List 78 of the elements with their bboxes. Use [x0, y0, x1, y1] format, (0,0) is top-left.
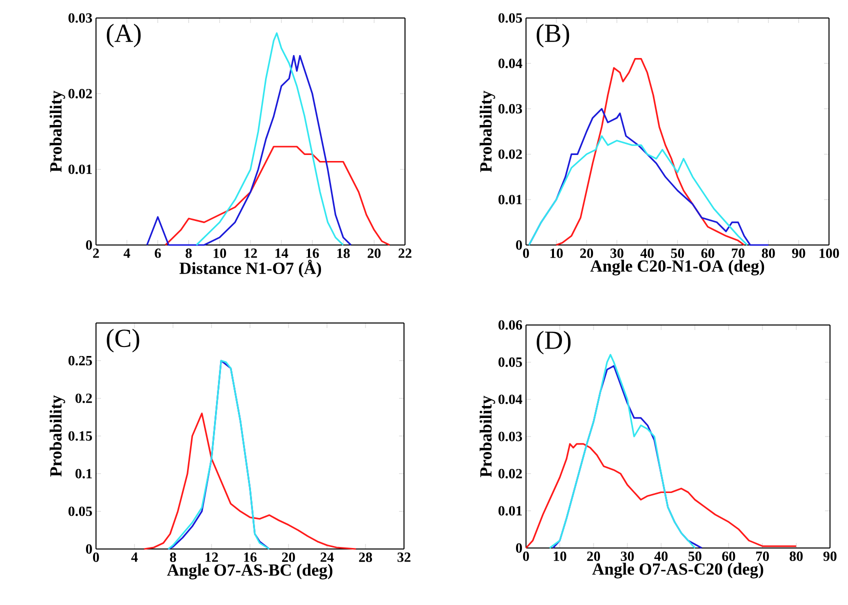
x-tick-label: 10: [214, 248, 226, 258]
x-tick-label: 70: [732, 248, 745, 258]
x-tick-label: 4: [131, 552, 138, 562]
y-axis-title: Probability: [50, 395, 66, 477]
x-tick-label: 20: [587, 552, 600, 561]
x-tick-label: 20: [282, 552, 295, 562]
x-tick-label: 60: [722, 552, 736, 561]
y-tick-label: 0.04: [498, 58, 522, 68]
y-tick-label: 0.03: [498, 432, 522, 442]
y-tick-label: 0.05: [498, 357, 522, 367]
x-tick-label: 8: [186, 248, 192, 258]
chart-title: (B): [536, 24, 570, 48]
y-tick-label: 0.2: [76, 394, 92, 404]
y-axis-title: Probability: [480, 396, 496, 478]
x-tick-label: 40: [654, 552, 668, 561]
chart-title: (A): [106, 24, 141, 48]
y-tick-label: 0.25: [68, 356, 92, 366]
x-tick-label: 4: [124, 248, 130, 258]
x-tick-label: 90: [792, 248, 806, 258]
x-tick-label: 70: [756, 552, 769, 561]
x-tick-label: 20: [580, 248, 594, 258]
y-axis-title: Probability: [480, 90, 496, 172]
y-tick-label: 0.03: [68, 13, 92, 23]
x-tick-label: 60: [701, 248, 714, 258]
x-tick-label: 22: [398, 248, 412, 258]
x-tick-label: 14: [276, 248, 288, 258]
y-tick-label: 0: [516, 240, 522, 250]
y-tick-label: 0.1: [76, 468, 92, 478]
x-axis-title: Angle O7-AS-C20 (deg): [592, 562, 764, 578]
x-tick-label: 10: [550, 248, 563, 258]
x-tick-label: 90: [823, 552, 836, 561]
x-tick-label: 0: [93, 552, 99, 562]
x-axis-title: Angle O7-AS-BC (deg): [167, 564, 332, 580]
x-tick-label: 8: [170, 552, 176, 562]
x-tick-label: 12: [244, 248, 257, 258]
y-tick-label: 0.01: [68, 164, 92, 174]
x-tick-label: 80: [762, 248, 775, 258]
x-tick-label: 100: [820, 248, 839, 258]
y-tick-label: 0.04: [498, 394, 522, 404]
x-tick-label: 0: [523, 248, 529, 258]
chart-title: (D): [536, 330, 571, 354]
x-axis-title: Distance N1-O7 (Å): [180, 260, 322, 278]
chart-title: (C): [106, 328, 140, 352]
y-tick-label: 0.05: [68, 506, 92, 516]
x-tick-label: 12: [206, 552, 218, 562]
y-tick-label: 0.15: [68, 431, 92, 441]
x-tick-label: 30: [620, 552, 634, 561]
x-axis-title: Angle C20-N1-OA (deg): [590, 260, 764, 276]
y-tick-label: 0: [86, 240, 92, 250]
y-tick-label: 0.06: [498, 320, 522, 330]
y-tick-label: 0.03: [498, 104, 522, 114]
x-tick-label: 6: [154, 248, 161, 258]
x-tick-label: 50: [671, 248, 684, 258]
y-axis-title: Probability: [50, 90, 66, 172]
line-series: [525, 443, 798, 549]
line-series: [196, 32, 344, 246]
x-tick-label: 40: [640, 248, 654, 258]
x-tick-label: 16: [306, 248, 319, 258]
x-tick-label: 0: [523, 552, 529, 561]
x-tick-label: 24: [320, 552, 334, 562]
y-tick-label: 0.02: [498, 149, 522, 159]
x-tick-label: 18: [337, 248, 350, 258]
x-tick-label: 16: [244, 552, 257, 562]
y-tick-label: 0.05: [498, 13, 522, 23]
x-tick-label: 32: [398, 552, 410, 562]
x-tick-label: 80: [790, 552, 803, 561]
y-tick-label: 0.02: [68, 88, 92, 98]
y-tick-label: 0.01: [498, 194, 522, 204]
x-tick-label: 50: [688, 552, 702, 561]
x-tick-label: 30: [610, 248, 624, 258]
x-tick-label: 20: [368, 248, 381, 258]
x-tick-label: 28: [359, 552, 372, 562]
x-tick-label: 10: [554, 552, 566, 561]
y-tick-label: 0.02: [498, 468, 522, 478]
y-tick-label: 0.01: [498, 506, 522, 516]
y-tick-label: 0: [86, 544, 92, 554]
y-tick-label: 0: [516, 543, 522, 553]
x-tick-label: 2: [93, 248, 99, 258]
